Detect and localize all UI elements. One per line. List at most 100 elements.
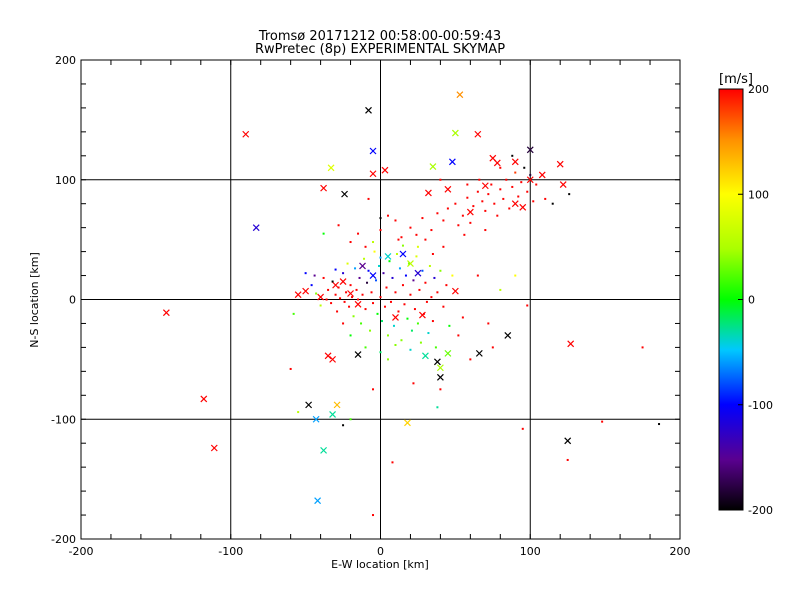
x-marker (200, 395, 208, 403)
dot-marker (354, 267, 357, 270)
y-tick-label: 100 (55, 174, 76, 187)
dot-marker (403, 303, 406, 306)
dot-marker (418, 288, 421, 291)
dot-marker (419, 341, 422, 344)
colorbar-tick-label: 100 (748, 188, 769, 201)
dot-marker (379, 229, 382, 232)
dot-marker (355, 288, 358, 291)
x-marker (210, 444, 218, 452)
dot-marker (386, 334, 389, 337)
y-axis-ticks: -200 -100 0 100 200 (51, 54, 680, 546)
dot-marker (319, 304, 322, 307)
dot-marker (394, 291, 397, 294)
dot-marker (378, 264, 381, 267)
dot-marker (385, 286, 388, 289)
x-marker (567, 340, 575, 348)
x-marker (302, 287, 310, 295)
x-tick-label: 100 (520, 545, 541, 558)
dot-marker (499, 166, 502, 169)
dot-marker (487, 322, 490, 325)
x-marker (504, 332, 512, 339)
y-tick-label: 200 (55, 54, 76, 67)
x-marker (526, 146, 534, 154)
x-marker (333, 401, 341, 409)
dot-marker (487, 193, 490, 196)
dot-marker (376, 312, 379, 315)
dot-marker (379, 217, 382, 220)
x-marker (242, 130, 250, 138)
dot-marker (430, 296, 433, 299)
dot-marker (358, 276, 361, 279)
x-marker (407, 260, 414, 267)
x-marker (354, 351, 362, 359)
dot-marker (337, 286, 340, 289)
dot-marker (481, 200, 484, 203)
dot-marker (410, 329, 413, 332)
dot-marker (511, 185, 514, 188)
dot-marker (469, 358, 472, 361)
dot-marker (484, 209, 487, 212)
dot-marker (392, 324, 395, 327)
dot-marker (457, 224, 460, 227)
dot-marker (463, 233, 466, 236)
x-marker (466, 208, 474, 216)
dot-marker (431, 252, 434, 255)
dot-marker (342, 322, 345, 325)
dot-marker (425, 300, 428, 303)
dot-marker (334, 293, 337, 296)
x-marker (252, 224, 260, 232)
dot-marker (508, 207, 511, 210)
dot-marker (448, 324, 451, 327)
dot-marker (517, 195, 520, 198)
dot-marker (472, 205, 475, 208)
colorbar-tick-label: -200 (748, 504, 773, 517)
dot-marker (389, 300, 392, 303)
x-marker (456, 91, 464, 99)
x-marker (384, 252, 392, 260)
x-marker (399, 250, 407, 258)
x-marker (436, 373, 444, 381)
dot-marker (476, 190, 479, 193)
dot-marker (394, 219, 397, 222)
x-marker (538, 171, 546, 179)
colorbar-ticks: 200 100 0 -100 -200 (738, 83, 773, 517)
dot-marker (388, 260, 391, 263)
dot-marker (289, 367, 292, 370)
dot-marker (331, 280, 334, 283)
x-marker (448, 158, 456, 166)
dot-marker (372, 514, 375, 517)
x-marker (424, 189, 432, 197)
x-marker (381, 166, 389, 174)
dot-marker (400, 236, 403, 239)
dot-marker (422, 312, 425, 315)
x-marker (511, 158, 519, 166)
y-tick-label: -200 (51, 533, 76, 546)
colorbar-tick-label: 0 (748, 294, 755, 307)
dot-marker (601, 420, 604, 423)
plot-area (80, 59, 681, 540)
dot-marker (369, 329, 372, 332)
x-marker (564, 437, 572, 445)
dot-marker (491, 346, 494, 349)
x-tick-label: 0 (377, 545, 384, 558)
dot-marker (345, 291, 348, 294)
x-marker (320, 184, 328, 192)
x-marker (359, 262, 366, 270)
x-marker (556, 160, 564, 168)
dot-marker (457, 334, 460, 337)
dot-marker (445, 284, 448, 287)
dot-marker (436, 291, 439, 294)
x-marker (422, 352, 429, 360)
dot-marker (416, 322, 419, 325)
grid-lines (81, 60, 680, 539)
dot-marker (404, 274, 407, 277)
dot-marker (363, 257, 366, 260)
dot-marker (658, 423, 661, 426)
dot-marker (352, 315, 355, 318)
x-marker (329, 411, 337, 418)
colorbar-label: [m/s] (719, 72, 753, 87)
dot-marker (322, 232, 325, 235)
dot-marker (496, 214, 499, 217)
dot-marker (490, 183, 493, 186)
